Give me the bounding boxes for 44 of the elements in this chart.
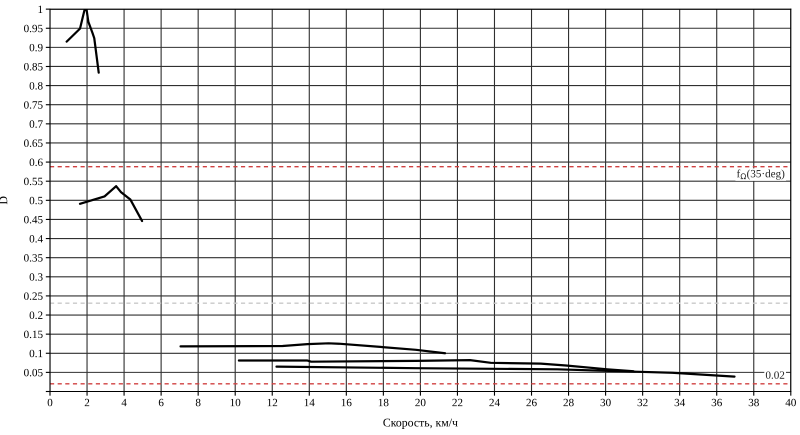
y-tick-label: 0.3 xyxy=(30,273,43,281)
ref-line-label: f$_{Ω}$(35·deg) xyxy=(736,169,784,180)
x-tick-label: 6 xyxy=(158,398,164,406)
y-tick-label: 0.75 xyxy=(24,101,43,109)
x-tick-label: 28 xyxy=(563,398,574,406)
x-axis-title: Скорость, км/ч xyxy=(383,418,458,429)
x-tick-label: 30 xyxy=(600,398,611,406)
x-tick-label: 8 xyxy=(196,398,201,406)
y-tick-label: 0.45 xyxy=(24,216,43,224)
y-tick-label: 0.9 xyxy=(30,44,43,52)
y-tick-label: 0.15 xyxy=(24,330,43,338)
y-tick-label: 0.65 xyxy=(24,139,43,147)
x-tick-label: 12 xyxy=(268,398,278,406)
x-tick-label: 18 xyxy=(378,398,388,406)
x-tick-label: 16 xyxy=(342,398,352,406)
y-tick-label: 0.2 xyxy=(30,311,42,320)
x-tick-label: 0 xyxy=(48,398,52,406)
y-tick-label: 0.95 xyxy=(24,24,43,32)
y-tick-label: 0.4 xyxy=(30,235,43,243)
y-tick-label: 0.35 xyxy=(24,254,43,262)
x-tick-label: 14 xyxy=(304,398,315,406)
x-tick-label: 2 xyxy=(84,398,90,406)
x-tick-label: 38 xyxy=(748,398,759,406)
x-tick-label: 36 xyxy=(712,398,722,406)
y-tick-label: 0.55 xyxy=(24,178,43,186)
x-tick-label: 26 xyxy=(526,398,537,406)
x-tick-label: 32 xyxy=(638,398,648,406)
y-tick-label: 0.8 xyxy=(30,82,43,90)
x-tick-label: 10 xyxy=(230,398,240,406)
y-tick-label: 0.7 xyxy=(30,120,43,128)
y-tick-label: 1 xyxy=(38,6,42,13)
ref-line-label: 0.02 xyxy=(766,371,784,379)
y-tick-label: 0.1 xyxy=(30,350,42,358)
y-tick-label: 0.5 xyxy=(30,196,43,204)
y-tick-label: 0.6 xyxy=(30,158,43,166)
y-tick-label: 0.85 xyxy=(24,62,43,71)
x-tick-label: 24 xyxy=(489,398,500,406)
y-tick-label: 0.25 xyxy=(24,292,43,300)
x-tick-label: 20 xyxy=(415,398,426,406)
y-tick-label: 0.05 xyxy=(24,368,43,376)
x-tick-label: 34 xyxy=(674,398,686,406)
x-tick-label: 40 xyxy=(785,398,796,406)
x-tick-label: 4 xyxy=(122,398,127,406)
x-tick-label: 22 xyxy=(452,398,462,406)
